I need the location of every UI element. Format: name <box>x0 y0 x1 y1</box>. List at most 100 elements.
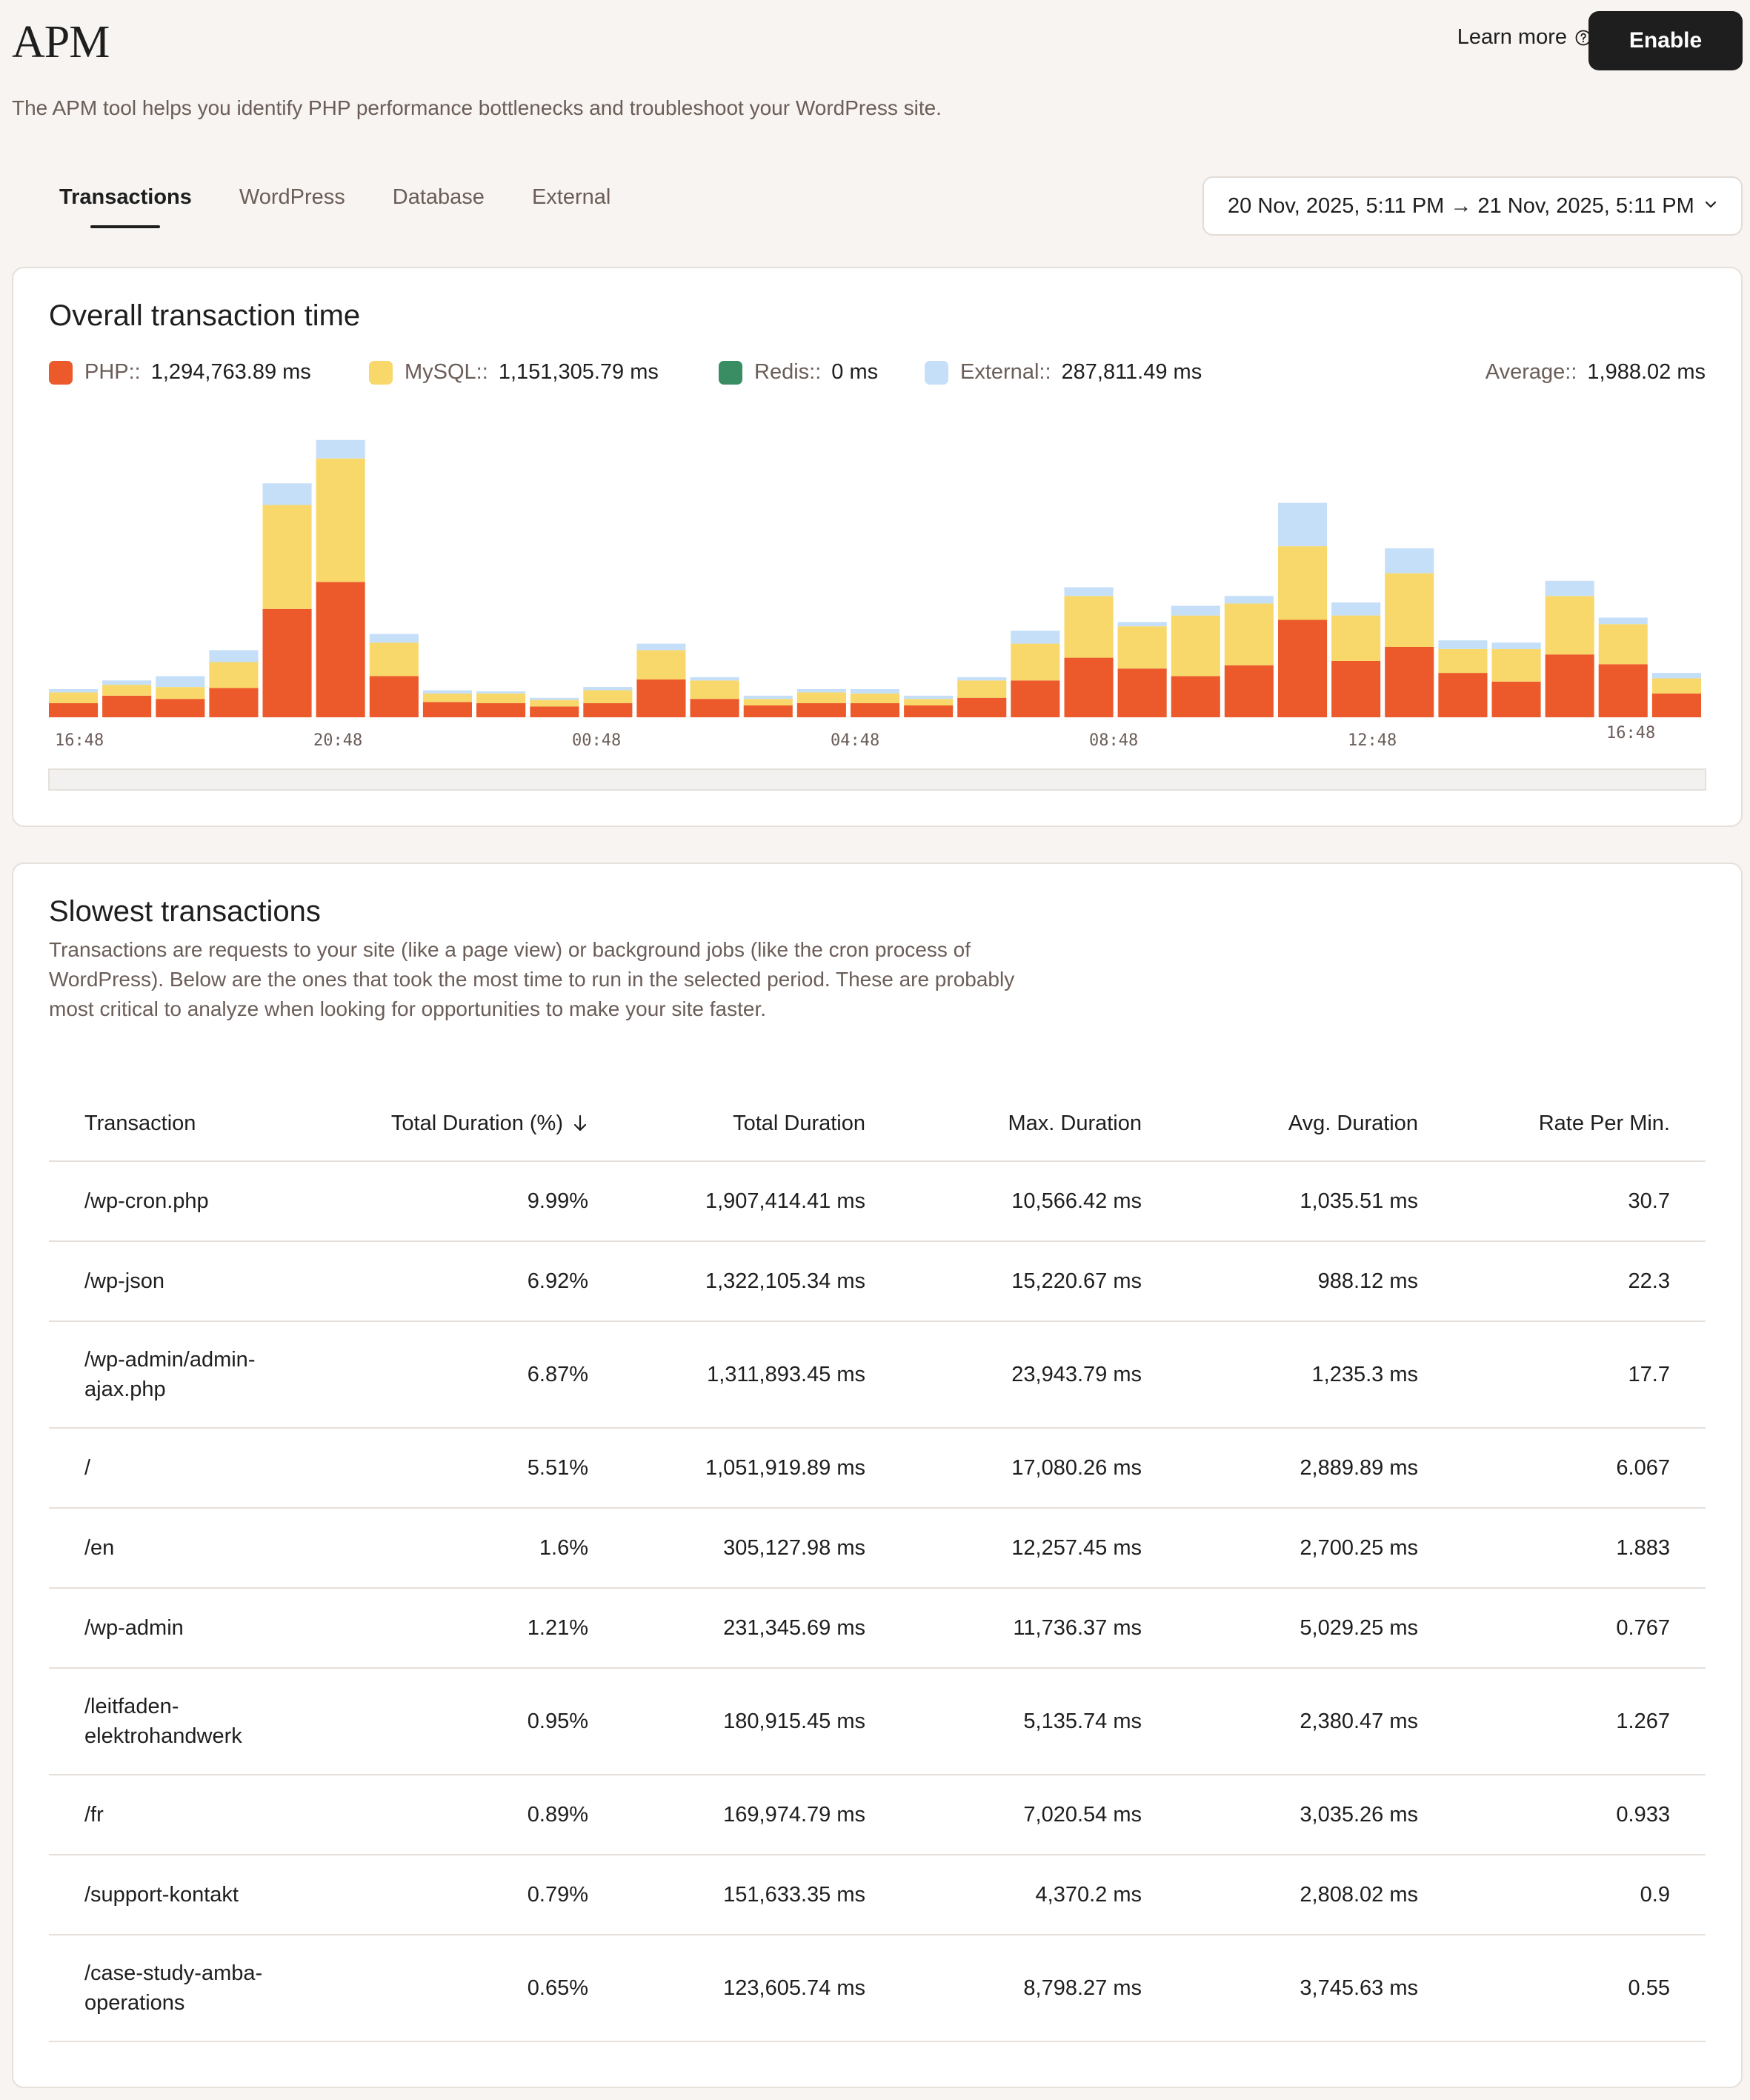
table-row[interactable]: /wp-cron.php 9.99% 1,907,414.41 ms 10,566.4… <box>49 1162 1706 1242</box>
bar-external-21[interactable] <box>1171 605 1220 616</box>
bar-external-4[interactable] <box>262 483 312 505</box>
bar-external-19[interactable] <box>1064 587 1114 597</box>
bar-external-9[interactable] <box>530 697 579 700</box>
bar-external-2[interactable] <box>156 676 205 688</box>
bar-mysql-12[interactable] <box>690 680 739 700</box>
bar-mysql-28[interactable] <box>1545 596 1594 655</box>
bar-external-3[interactable] <box>209 650 259 662</box>
time-range-scrubber[interactable] <box>48 768 1706 791</box>
bar-php-20[interactable] <box>1117 668 1167 717</box>
bar-php-18[interactable] <box>1011 680 1060 717</box>
bar-php-11[interactable] <box>636 679 686 717</box>
bar-mysql-21[interactable] <box>1171 615 1220 677</box>
bar-mysql-2[interactable] <box>156 687 205 700</box>
bar-mysql-8[interactable] <box>476 693 526 703</box>
bar-mysql-26[interactable] <box>1438 648 1488 674</box>
bar-external-23[interactable] <box>1278 502 1328 547</box>
enable-button[interactable]: Enable <box>1588 11 1743 70</box>
bar-mysql-14[interactable] <box>796 692 846 703</box>
bar-mysql-24[interactable] <box>1331 615 1381 661</box>
col-rate-per-min[interactable]: Rate Per Min. <box>1418 1086 1670 1160</box>
bar-php-5[interactable] <box>316 582 365 717</box>
bar-mysql-7[interactable] <box>422 693 472 702</box>
bar-mysql-27[interactable] <box>1491 648 1541 682</box>
bar-mysql-30[interactable] <box>1651 678 1701 694</box>
col-total-duration-pct[interactable]: Total Duration (%) <box>256 1086 588 1160</box>
bar-external-13[interactable] <box>743 695 793 700</box>
bar-external-12[interactable] <box>690 677 739 681</box>
bar-php-24[interactable] <box>1331 661 1381 717</box>
bar-php-19[interactable] <box>1064 657 1114 717</box>
table-row[interactable]: /en 1.6% 305,127.98 ms 12,257.45 ms 2,700.25… <box>49 1509 1706 1589</box>
table-row[interactable]: /case-study-amba-operations 0.65% 123,605.… <box>49 1935 1706 2042</box>
bar-php-13[interactable] <box>743 705 793 717</box>
bar-php-9[interactable] <box>530 706 579 717</box>
bar-php-0[interactable] <box>49 703 99 717</box>
bar-external-24[interactable] <box>1331 602 1381 616</box>
table-row[interactable]: /fr 0.89% 169,974.79 ms 7,020.54 ms 3,035.26… <box>49 1775 1706 1855</box>
bar-mysql-4[interactable] <box>262 505 312 609</box>
table-row[interactable]: /wp-json 6.92% 1,322,105.34 ms 15,220.67 ms… <box>49 1242 1706 1322</box>
bar-external-26[interactable] <box>1438 640 1488 649</box>
bar-external-25[interactable] <box>1385 548 1434 574</box>
bar-external-17[interactable] <box>957 677 1007 681</box>
bar-mysql-11[interactable] <box>636 650 686 679</box>
bar-php-8[interactable] <box>476 703 526 717</box>
bar-php-6[interactable] <box>369 676 419 718</box>
bar-mysql-9[interactable] <box>530 700 579 707</box>
table-row[interactable]: /support-kontakt 0.79% 151,633.35 ms 4,370.… <box>49 1855 1706 1935</box>
bar-mysql-1[interactable] <box>102 685 152 696</box>
bar-external-10[interactable] <box>583 687 633 691</box>
bar-mysql-3[interactable] <box>209 662 259 688</box>
table-row[interactable]: / 5.51% 1,051,919.89 ms 17,080.26 ms 2,889.8… <box>49 1429 1706 1509</box>
learn-more-link[interactable]: Learn more <box>1457 25 1592 50</box>
bar-external-18[interactable] <box>1011 631 1060 644</box>
tab-external[interactable]: External <box>531 185 611 209</box>
bar-mysql-10[interactable] <box>583 690 633 704</box>
bar-php-1[interactable] <box>102 695 152 717</box>
bar-external-27[interactable] <box>1491 642 1541 649</box>
tab-transactions[interactable]: Transactions <box>43 185 208 231</box>
tab-wordpress[interactable]: WordPress <box>239 185 345 209</box>
bar-php-22[interactable] <box>1224 665 1274 717</box>
bar-php-10[interactable] <box>583 703 633 717</box>
bar-external-8[interactable] <box>476 691 526 694</box>
bar-external-16[interactable] <box>904 695 954 700</box>
bar-external-20[interactable] <box>1117 622 1167 627</box>
bar-external-14[interactable] <box>796 689 846 693</box>
table-row[interactable]: /wp-admin/admin-ajax.php 6.87% 1,311,893.4… <box>49 1322 1706 1429</box>
table-row[interactable]: /leitfaden-elektrohandwerk 0.95% 180,915.4… <box>49 1669 1706 1775</box>
bar-php-25[interactable] <box>1385 647 1434 717</box>
bar-mysql-13[interactable] <box>743 699 793 705</box>
bar-php-7[interactable] <box>422 702 472 718</box>
bar-external-30[interactable] <box>1651 673 1701 679</box>
bar-external-15[interactable] <box>850 689 899 694</box>
bar-external-28[interactable] <box>1545 580 1594 597</box>
bar-mysql-17[interactable] <box>957 680 1007 698</box>
bar-php-12[interactable] <box>690 699 739 717</box>
bar-php-4[interactable] <box>262 608 312 717</box>
bar-php-16[interactable] <box>904 705 954 717</box>
tab-database[interactable]: Database <box>392 185 485 209</box>
bar-php-30[interactable] <box>1651 693 1701 717</box>
bar-php-29[interactable] <box>1598 664 1648 717</box>
bar-mysql-20[interactable] <box>1117 626 1167 669</box>
bar-php-14[interactable] <box>796 703 846 717</box>
col-total-duration[interactable]: Total Duration <box>588 1086 865 1160</box>
bar-php-27[interactable] <box>1491 681 1541 717</box>
bar-php-17[interactable] <box>957 697 1007 717</box>
date-range-select[interactable]: 20 Nov, 2025, 5:11 PM → 21 Nov, 2025, 5:… <box>1202 176 1743 236</box>
bar-external-5[interactable] <box>316 439 365 459</box>
bar-mysql-29[interactable] <box>1598 624 1648 665</box>
bar-php-28[interactable] <box>1545 654 1594 717</box>
col-avg-duration[interactable]: Avg. Duration <box>1142 1086 1418 1160</box>
bar-external-22[interactable] <box>1224 596 1274 604</box>
bar-php-26[interactable] <box>1438 673 1488 717</box>
bar-external-0[interactable] <box>49 689 99 693</box>
table-row[interactable]: /wp-admin 1.21% 231,345.69 ms 11,736.37 ms 5… <box>49 1589 1706 1669</box>
bar-mysql-22[interactable] <box>1224 603 1274 665</box>
bar-mysql-18[interactable] <box>1011 643 1060 681</box>
col-max-duration[interactable]: Max. Duration <box>865 1086 1142 1160</box>
bar-mysql-25[interactable] <box>1385 573 1434 647</box>
bar-php-23[interactable] <box>1278 619 1328 718</box>
